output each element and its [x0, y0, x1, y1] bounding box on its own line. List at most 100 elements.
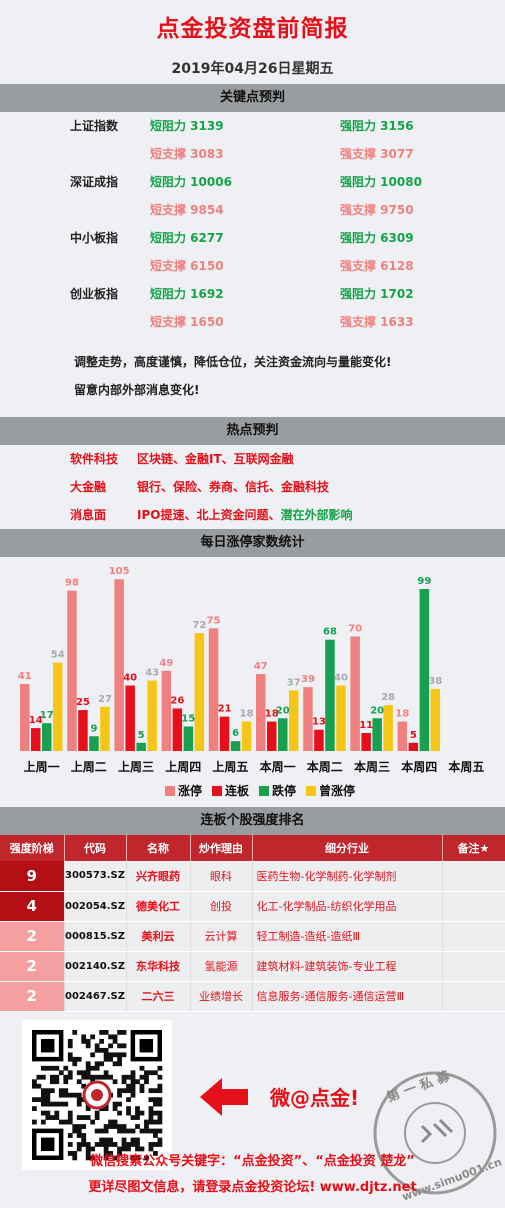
key-row-resistance: 上证指数 短阻力 3139 强阻力 3156 — [0, 112, 505, 140]
x-tick-label: 上周四 — [165, 759, 201, 774]
hot-key: 大金融 — [70, 480, 107, 494]
section-stats-header: 每日涨停家数统计 — [0, 529, 505, 557]
bar-label-涨停-本周一: 47 — [254, 661, 268, 672]
bar-连板-本周四 — [408, 742, 419, 751]
bar-label-涨停-上周二: 98 — [65, 578, 79, 589]
bar-连板-上周一 — [31, 728, 41, 751]
strength-level: 9 — [0, 861, 65, 892]
hot-points-panel: 软件科技 区块链、金融IT、互联网金融 大金融 银行、保险、券商、信托、金融科技 消息面… — [0, 445, 505, 529]
bar-涨停-上周四 — [161, 670, 172, 751]
strong-resistance: 强阻力 1702 — [340, 287, 414, 301]
sub-industry: 医药生物-化学制药-化学制剂 — [252, 861, 443, 892]
stock-name: 东华科技 — [126, 951, 191, 982]
index-name: 上证指数 — [70, 119, 119, 133]
limit-up-chart: 41 14 17 54 上周一 98 25 9 27 上周二 105 40 5 43 上周三 49 26 15 72… — [0, 557, 505, 807]
bar-label-涨停-上周四: 49 — [159, 658, 173, 669]
stock-code: 002140.SZ — [64, 951, 127, 982]
bar-涨停-上周三 — [114, 579, 124, 751]
bar-label-连板-上周五: 21 — [218, 704, 232, 715]
x-tick-label: 上周三 — [118, 759, 154, 774]
hype-reason: 业绩增长 — [190, 981, 253, 1012]
bar-label-连板-上周三: 40 — [123, 673, 137, 684]
bar-连板-本周二 — [314, 729, 324, 751]
bar-label-跌停-本周一: 20 — [276, 705, 290, 716]
bar-label-跌停-本周四: 99 — [417, 576, 431, 587]
section-key-header: 关键点预判 — [0, 84, 505, 112]
x-tick-label: 本周三 — [354, 759, 390, 774]
footer-line-1: 微信搜索公众号关键字：“点金投资”、“点金投资 楚龙” — [90, 1154, 415, 1169]
rank-table-panel: 强度阶梯 代码 名称 炒作理由 细分行业 备注★ 9 300573.SZ 兴齐眼药 眼科 医药生物… — [0, 835, 505, 1012]
hype-reason: 云计算 — [190, 921, 253, 952]
bar-label-曾涨停-上周四: 72 — [192, 620, 206, 631]
bar-曾涨停-上周四 — [194, 633, 205, 751]
section-hot-header: 热点预判 — [0, 417, 505, 445]
rank-table: 强度阶梯 代码 名称 炒作理由 细分行业 备注★ 9 300573.SZ 兴齐眼药 眼科 医药生物… — [0, 835, 505, 1012]
key-row-resistance: 深证成指 短阻力 10006 强阻力 10080 — [0, 168, 505, 196]
index-name: 创业板指 — [70, 287, 119, 301]
bar-连板-本周一 — [267, 721, 277, 751]
bar-label-连板-上周一: 14 — [29, 715, 43, 726]
bar-label-曾涨停-上周二: 27 — [98, 694, 112, 705]
strong-support: 强支撑 6128 — [340, 259, 414, 273]
key-row-support: 短支撑 6150 强支撑 6128 — [0, 252, 505, 280]
bar-跌停-本周一 — [278, 718, 288, 751]
bar-跌停-本周四 — [419, 589, 430, 751]
page-title: 点金投资盘前简报 — [156, 16, 349, 42]
bar-跌停-本周二 — [325, 639, 335, 751]
bar-连板-上周二 — [78, 710, 88, 751]
bar-涨停-上周一 — [20, 683, 30, 751]
legend-label: 曾涨停 — [319, 783, 355, 798]
bar-曾涨停-上周五 — [241, 721, 252, 751]
bar-曾涨停-上周一 — [53, 662, 63, 751]
stock-code: 000815.SZ — [64, 921, 127, 952]
footer-line-2: 更详尽图文信息，请登录点金投资论坛! www.djtz.net — [88, 1180, 417, 1195]
bar-label-涨停-上周三: 105 — [109, 566, 130, 577]
rank-column-header: 细分行业 — [252, 835, 443, 861]
bar-跌停-上周四 — [183, 726, 194, 751]
bar-label-连板-本周一: 18 — [265, 709, 279, 720]
section-rank-header: 连板个股强度排名 — [0, 807, 505, 835]
legend-swatch — [259, 786, 269, 796]
stock-name: 德美化工 — [126, 891, 191, 922]
bar-曾涨停-本周一 — [289, 690, 299, 751]
key-row-support: 短支撑 9854 强支撑 9750 — [0, 196, 505, 224]
bar-label-跌停-上周五: 6 — [232, 728, 239, 739]
strong-resistance: 强阻力 3156 — [340, 119, 414, 133]
key-points-panel: 上证指数 短阻力 3139 强阻力 3156 短支撑 3083 强支撑 3077 深证成指… — [0, 112, 505, 417]
hype-reason: 眼科 — [190, 861, 253, 892]
table-row: 4 002054.SZ 德美化工 创投 化工-化学制品-纺织化学用品 — [0, 891, 505, 922]
hot-row: 软件科技 区块链、金融IT、互联网金融 — [0, 445, 505, 473]
hot-row: 消息面 IPO提速、北上资金问题、潜在外部影响 — [0, 501, 505, 529]
legend-swatch — [306, 786, 316, 796]
arrow-left-icon — [200, 1077, 248, 1116]
bar-label-跌停-上周三: 5 — [138, 730, 145, 741]
hot-value: IPO提速、北上资金问题、潜在外部影响 — [137, 508, 353, 522]
short-resistance: 短阻力 3139 — [150, 119, 224, 133]
hot-key: 软件科技 — [70, 452, 119, 466]
remark — [442, 861, 505, 892]
qr-code-image — [22, 1019, 172, 1170]
strength-level: 2 — [0, 951, 65, 982]
stock-code: 002467.SZ — [64, 981, 127, 1012]
legend-swatch — [165, 786, 175, 796]
bar-label-跌停-上周四: 15 — [181, 713, 195, 724]
short-resistance: 短阻力 1692 — [150, 287, 224, 301]
bar-曾涨停-本周三 — [383, 705, 393, 751]
strength-level: 2 — [0, 921, 65, 952]
rank-column-header: 炒作理由 — [190, 835, 253, 861]
advice-note: 留意内部外部消息变化! — [74, 383, 200, 397]
rank-column-header: 名称 — [126, 835, 191, 861]
strong-resistance: 强阻力 10080 — [340, 175, 422, 189]
x-tick-label: 本周五 — [448, 759, 484, 774]
bar-label-连板-本周二: 13 — [312, 717, 326, 728]
stock-code: 300573.SZ — [64, 861, 127, 892]
x-tick-label: 上周五 — [212, 759, 248, 774]
x-tick-label: 本周一 — [260, 759, 296, 774]
bar-跌停-上周一 — [42, 723, 52, 751]
bar-跌停-上周三 — [136, 742, 146, 751]
table-row: 2 002467.SZ 二六三 业绩增长 信息服务-通信服务-通信运营Ⅲ — [0, 981, 505, 1012]
bar-label-跌停-上周一: 17 — [40, 710, 54, 721]
stock-name: 美利云 — [126, 921, 191, 952]
bar-label-跌停-本周二: 68 — [323, 627, 337, 638]
bar-label-曾涨停-本周四: 38 — [428, 676, 442, 687]
